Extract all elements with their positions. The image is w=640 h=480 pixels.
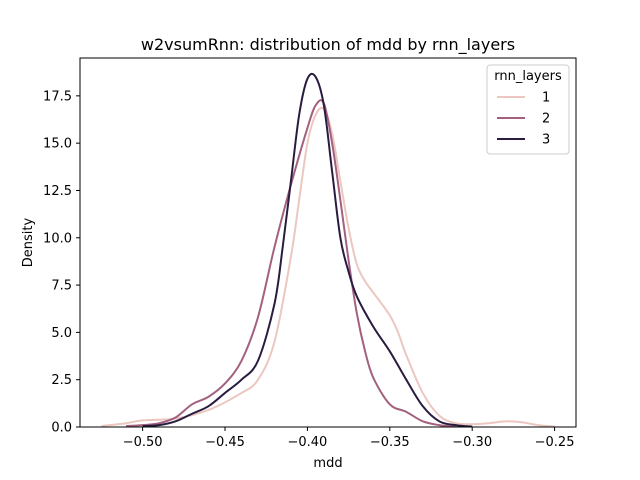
y-tick-label: 2.5 (51, 373, 72, 388)
axes-frame (79, 57, 577, 428)
y-tick-label: 17.5 (43, 89, 72, 104)
x-tick-label: −0.30 (452, 435, 492, 450)
series-line-2 (126, 99, 456, 428)
y-tick-label: 0.0 (51, 421, 72, 436)
series-layer (101, 72, 555, 428)
y-tick-label: 10.0 (43, 231, 72, 246)
legend-box (486, 64, 570, 155)
series-line-3 (142, 72, 473, 428)
y-axis-label: Density (21, 217, 36, 267)
x-tick-label: −0.25 (535, 435, 575, 450)
plot-area: −0.50 −0.45 −0.40 −0.35 −0.30 −0.25 0.0 2.5 5.0 7… (43, 57, 577, 450)
series-line-1 (101, 106, 555, 428)
ticks-layer: −0.50 −0.45 −0.40 −0.35 −0.30 −0.25 0.0 2.5 5.0 7… (43, 89, 574, 450)
y-tick-label: 15.0 (43, 137, 72, 152)
x-tick-label: −0.45 (205, 435, 245, 450)
x-tick-label: −0.40 (287, 435, 327, 450)
x-tick-label: −0.35 (370, 435, 410, 450)
legend-label-2: 2 (542, 112, 550, 127)
y-tick-label: 7.5 (51, 279, 72, 294)
legend-entries: 1 2 3 (497, 91, 550, 148)
x-tick-label: −0.50 (123, 435, 163, 450)
chart-title: w2vsumRnn: distribution of mdd by rnn_la… (141, 35, 515, 55)
legend: rnn_layers 1 2 3 (486, 64, 570, 155)
x-axis-label: mdd (313, 456, 342, 471)
legend-title: rnn_layers (494, 69, 562, 84)
y-tick-label: 5.0 (51, 326, 72, 341)
legend-label-3: 3 (542, 133, 550, 148)
legend-label-1: 1 (542, 91, 550, 106)
y-tick-label: 12.5 (43, 184, 72, 199)
